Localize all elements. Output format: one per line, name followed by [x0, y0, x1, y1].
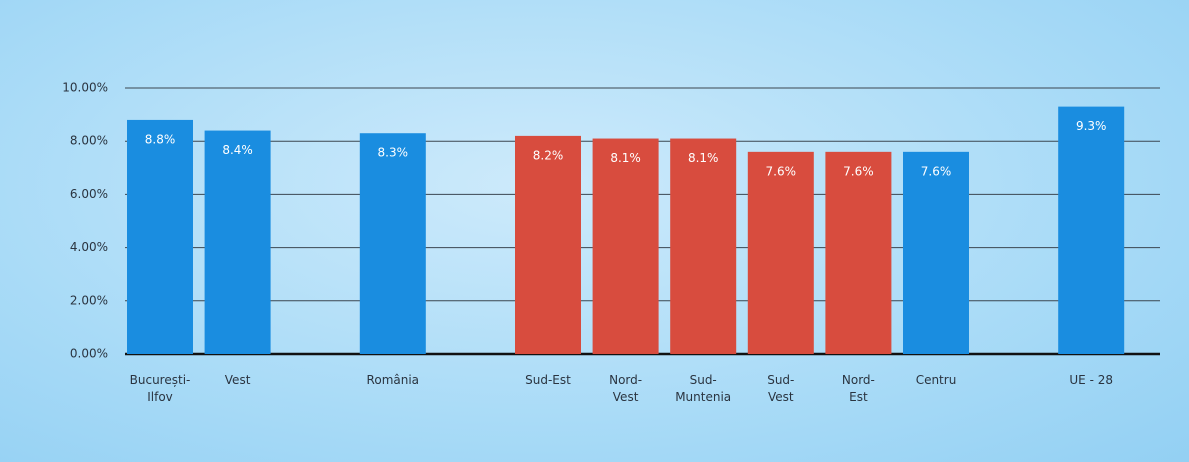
x-tick-label: Sud-Est [525, 373, 571, 387]
x-tick-label: Nord- Est [841, 373, 875, 404]
x-tick-label: Nord- Vest [609, 373, 643, 404]
bar [903, 151, 969, 354]
bar [127, 119, 193, 354]
bar [359, 133, 426, 354]
x-tick-label: Sud- Muntenia [675, 373, 732, 404]
value-label: 8.4% [222, 143, 253, 157]
bar [515, 135, 581, 354]
bar [592, 138, 659, 354]
value-label: 7.6% [766, 164, 797, 178]
x-tick-label: România [366, 373, 420, 387]
x-tick-label: București- Ilfov [129, 373, 191, 404]
x-tick-label: Centru [915, 373, 957, 387]
value-label: 8.3% [378, 146, 409, 160]
x-tick-label: UE - 28 [1069, 373, 1113, 387]
value-label: 8.8% [145, 132, 176, 146]
y-tick-label: 8.00% [70, 134, 108, 148]
bar [670, 138, 737, 354]
bar [825, 151, 892, 354]
bar [204, 130, 271, 354]
value-label: 8.2% [533, 148, 564, 162]
value-label: 7.6% [843, 164, 874, 178]
y-tick-label: 10.00% [62, 81, 108, 95]
bar [747, 151, 814, 354]
y-tick-label: 0.00% [70, 347, 108, 361]
value-label: 8.1% [688, 151, 719, 165]
bar [1058, 106, 1125, 355]
value-label: 9.3% [1076, 119, 1107, 133]
y-tick-label: 6.00% [70, 187, 108, 201]
x-tick-label: Sud- Vest [767, 373, 795, 404]
y-tick-label: 2.00% [70, 293, 108, 307]
y-tick-label: 4.00% [70, 240, 108, 254]
value-label: 7.6% [921, 164, 952, 178]
value-label: 8.1% [610, 151, 641, 165]
x-tick-label: Vest [224, 373, 251, 387]
